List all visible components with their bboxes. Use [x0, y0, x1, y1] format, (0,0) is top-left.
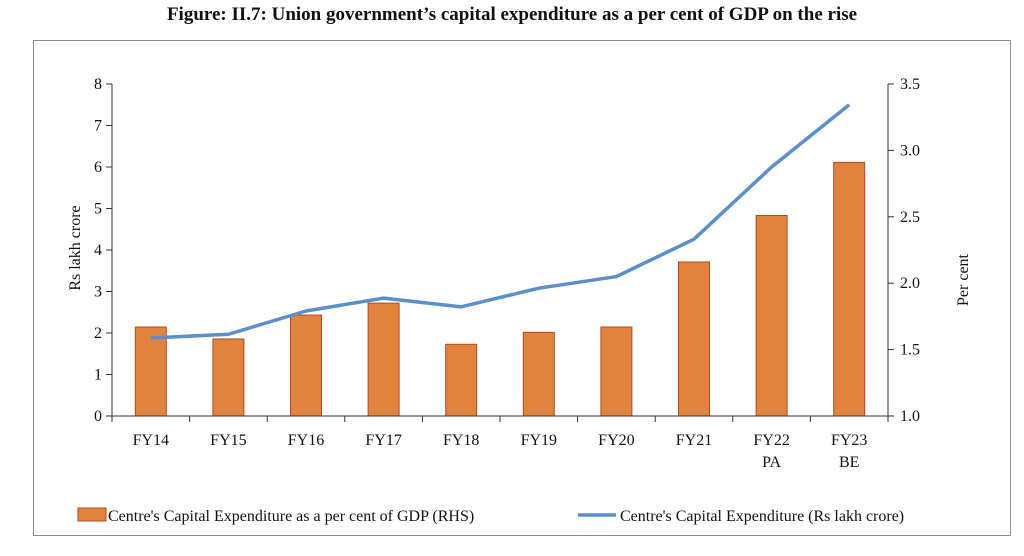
y-right-tick-label: 3.0	[900, 142, 920, 159]
legend-bar-swatch	[77, 507, 107, 522]
chart-frame	[33, 40, 1011, 536]
y-right-tick-labels: 1.0 1.5 2.0 2.5 3.0 3.5	[900, 76, 920, 425]
line-series	[150, 103, 851, 340]
bar	[212, 338, 245, 417]
y-right-axis-label: Per cent	[955, 253, 972, 306]
x-tick-label: FY19	[521, 432, 557, 449]
y-left-tick-label: 8	[94, 76, 102, 93]
y-left-tick-label: 3	[94, 284, 102, 301]
x-tick-label: FY17	[365, 432, 401, 449]
bar	[755, 214, 788, 417]
legend-bar-label: Centre's Capital Expenditure as a per ce…	[108, 508, 474, 525]
y-right-tick-label: 1.5	[900, 342, 920, 359]
figure-title: Figure: II.7: Union government’s capital…	[166, 4, 858, 25]
y-left-tick-label: 7	[94, 118, 102, 135]
y-right-tick-label: 2.5	[900, 209, 920, 226]
x-tick-label: FY21	[676, 432, 712, 449]
x-tick-label: FY16	[288, 432, 324, 449]
bar	[522, 331, 555, 417]
y-left-tick-label: 4	[94, 242, 102, 259]
x-tick-label: FY23	[831, 432, 867, 449]
y-right-tick-label: 1.0	[900, 408, 920, 425]
bar	[678, 261, 710, 417]
bar	[367, 302, 400, 417]
bar	[290, 314, 322, 417]
legend-line-label: Centre's Capital Expenditure (Rs lakh cr…	[620, 508, 904, 525]
axes	[106, 83, 894, 422]
y-left-tick-label: 5	[94, 201, 102, 218]
bar	[445, 343, 478, 417]
legend: Centre's Capital Expenditure as a per ce…	[77, 507, 904, 525]
x-tick-label: FY15	[210, 432, 246, 449]
x-tick-labels: FY14 FY15 FY16 FY17 FY18 FY19 FY20 FY21 FY22 PA FY…	[133, 432, 868, 471]
x-tick-label: FY22	[753, 432, 789, 449]
x-tick-label: FY18	[443, 432, 479, 449]
y-left-tick-label: 1	[94, 367, 102, 384]
bar	[833, 161, 866, 417]
y-right-tick-label: 2.0	[900, 275, 920, 292]
y-left-tick-label: 6	[94, 159, 102, 176]
bar	[134, 326, 167, 417]
y-left-tick-label: 2	[94, 325, 102, 342]
y-left-axis-label: Rs lakh crore	[67, 205, 84, 290]
bar-series	[134, 161, 866, 417]
x-tick-label: BE	[839, 454, 859, 471]
x-tick-label: FY14	[133, 432, 169, 449]
y-right-tick-label: 3.5	[900, 76, 920, 93]
y-left-tick-label: 0	[94, 408, 102, 425]
y-left-tick-labels: 0 1 2 3 4 5 6 7 8	[94, 76, 102, 425]
x-tick-label: PA	[762, 454, 781, 471]
bar	[600, 326, 633, 417]
x-tick-label: FY20	[598, 432, 634, 449]
